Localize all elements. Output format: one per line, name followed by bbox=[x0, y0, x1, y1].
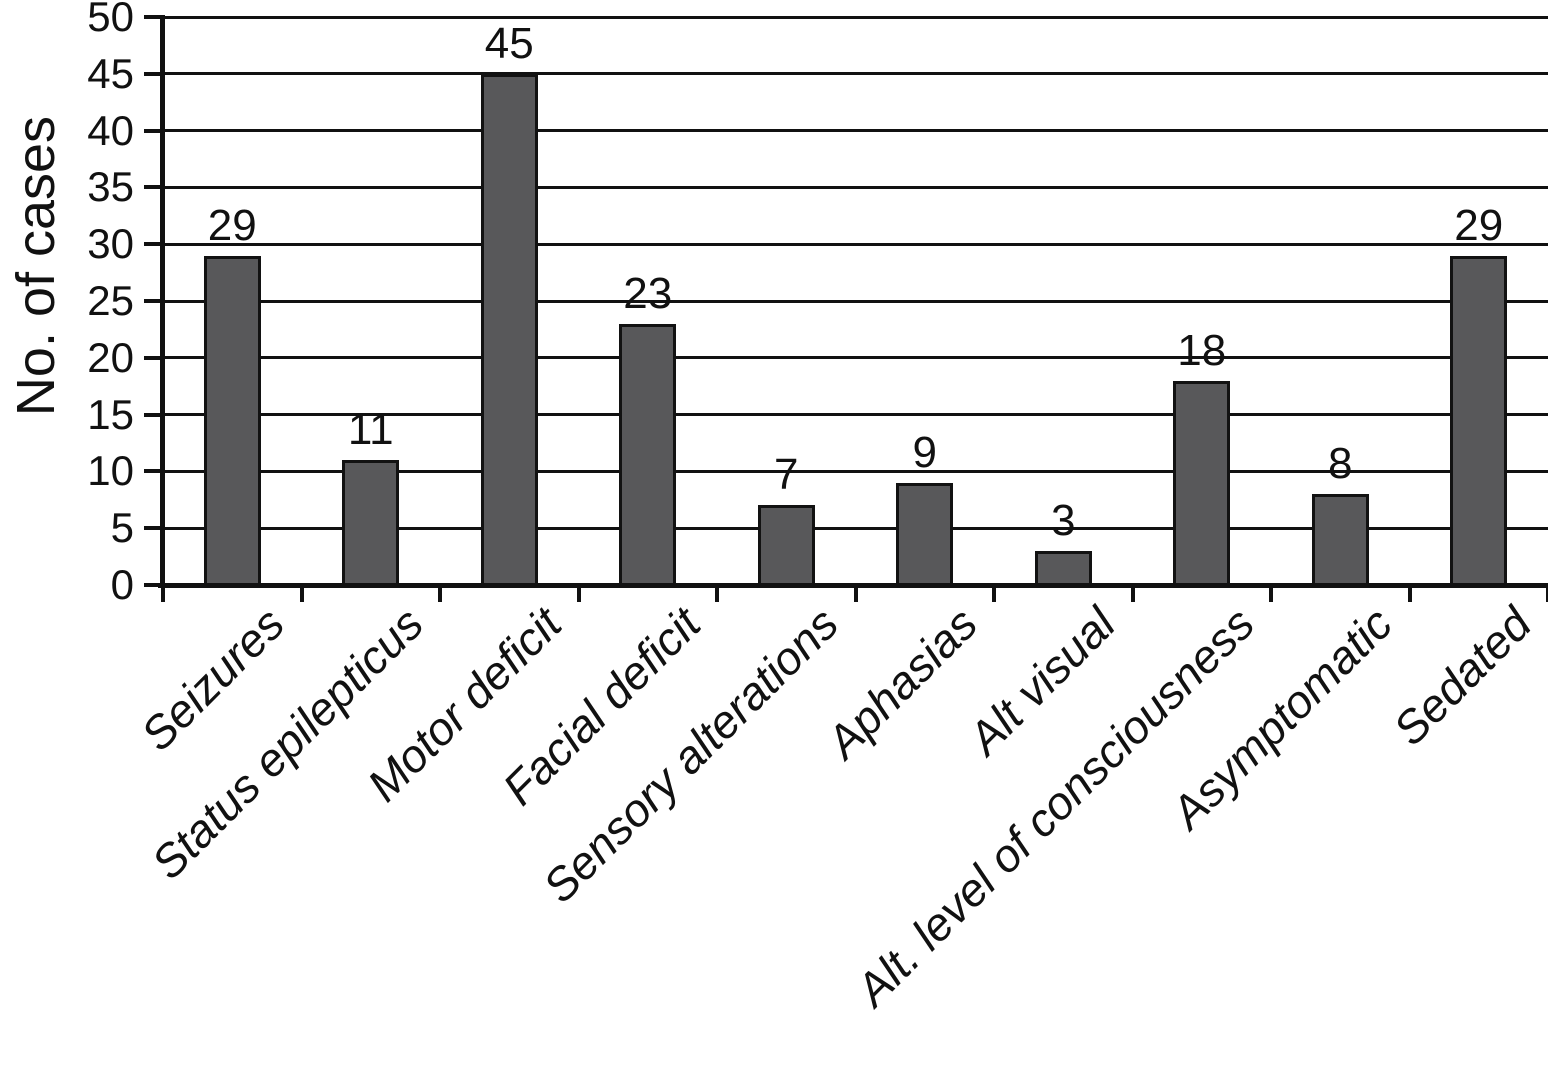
y-axis-tick-label: 45 bbox=[87, 49, 134, 97]
gridline-45 bbox=[163, 72, 1548, 76]
bar-value-label: 29 bbox=[207, 200, 257, 250]
gridline-50 bbox=[163, 15, 1548, 19]
x-axis-tick bbox=[1130, 585, 1135, 602]
bar-status-epilepticus bbox=[342, 460, 400, 585]
x-axis-tick bbox=[715, 585, 719, 602]
x-axis-line bbox=[158, 583, 1548, 588]
gridline-20 bbox=[163, 356, 1548, 360]
bar-value-label: 8 bbox=[1328, 439, 1353, 489]
y-axis-tick-label: 50 bbox=[87, 0, 134, 40]
bar-facial-deficit bbox=[619, 323, 677, 585]
bar-aphasias bbox=[896, 482, 954, 585]
bar-alt-level-of-consciousness bbox=[1173, 380, 1231, 585]
gridline-25 bbox=[163, 299, 1548, 303]
y-axis-line bbox=[160, 15, 165, 588]
x-axis-tick bbox=[438, 585, 442, 602]
gridline-35 bbox=[163, 185, 1548, 189]
gridline-15 bbox=[163, 413, 1548, 417]
bar-motor-deficit bbox=[480, 73, 538, 585]
bar-value-label: 23 bbox=[623, 268, 673, 318]
y-axis-tick-label: 40 bbox=[87, 106, 134, 154]
x-axis-tick bbox=[1546, 585, 1548, 602]
y-axis-tick-35 bbox=[144, 185, 163, 190]
y-axis-tick-15 bbox=[144, 412, 163, 417]
bar-value-label: 29 bbox=[1454, 200, 1504, 250]
plot-area bbox=[163, 15, 1548, 585]
bar-alt-visual bbox=[1034, 550, 1092, 585]
bar-value-label: 45 bbox=[484, 18, 534, 68]
bar-value-label: 3 bbox=[1051, 495, 1076, 545]
x-axis-tick bbox=[1269, 585, 1273, 602]
x-axis-tick bbox=[992, 585, 996, 602]
y-axis-tick-label: 5 bbox=[110, 504, 134, 552]
bar-value-label: 9 bbox=[912, 427, 937, 477]
y-axis-tick-0 bbox=[144, 583, 163, 587]
y-axis-tick-20 bbox=[144, 355, 163, 360]
gridline-30 bbox=[163, 242, 1548, 246]
y-axis-tick-label: 25 bbox=[87, 277, 134, 324]
y-axis-tick-label: 35 bbox=[87, 163, 134, 211]
y-axis-tick-25 bbox=[144, 299, 163, 303]
bar-value-label: 11 bbox=[347, 405, 394, 455]
x-axis-tick bbox=[576, 585, 581, 602]
gridline-10 bbox=[163, 469, 1548, 473]
bar-sedated bbox=[1450, 255, 1508, 585]
y-axis-tick-label: 10 bbox=[87, 447, 134, 495]
gridline-5 bbox=[163, 526, 1548, 530]
x-axis-tick bbox=[853, 585, 858, 602]
x-axis-tick bbox=[299, 585, 304, 602]
y-axis-title: No. of cases bbox=[6, 115, 66, 417]
y-axis-tick-label: 15 bbox=[87, 390, 134, 438]
y-axis-tick-5 bbox=[144, 526, 163, 531]
bar-seizures bbox=[203, 255, 261, 585]
x-axis-tick bbox=[1407, 585, 1412, 602]
y-axis-tick-50 bbox=[144, 15, 163, 19]
y-axis-tick-label: 0 bbox=[110, 561, 134, 608]
bar-asymptomatic bbox=[1311, 494, 1369, 585]
y-axis-tick-45 bbox=[144, 71, 163, 76]
bar-value-label: 7 bbox=[774, 450, 799, 500]
y-axis-tick-10 bbox=[144, 469, 163, 474]
bar-value-label: 18 bbox=[1177, 325, 1227, 375]
bar-sensory-alterations bbox=[757, 505, 815, 585]
y-axis-tick-label: 30 bbox=[87, 220, 134, 268]
y-axis-tick-label: 20 bbox=[87, 333, 134, 381]
gridline-40 bbox=[163, 129, 1548, 133]
y-axis-tick-40 bbox=[144, 128, 163, 133]
x-axis-tick bbox=[161, 585, 165, 602]
y-axis-tick-30 bbox=[144, 242, 163, 247]
